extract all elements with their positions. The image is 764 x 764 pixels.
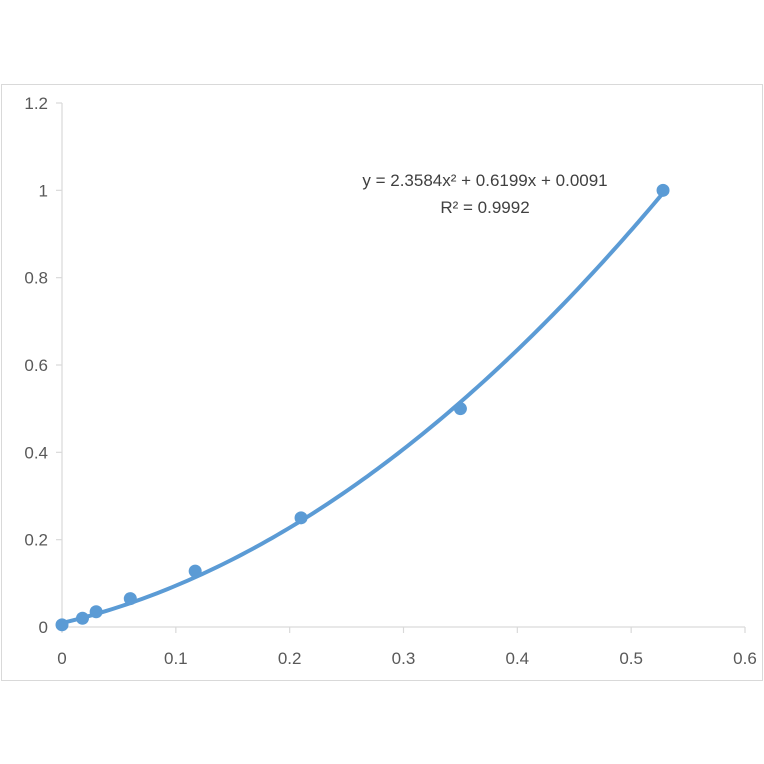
trendline-equation-text: y = 2.3584x² + 0.6199x + 0.0091 <box>362 171 607 190</box>
data-point <box>123 592 137 606</box>
trendline-group <box>60 191 666 626</box>
y-tick-label: 0.8 <box>24 269 48 288</box>
x-tick-label: 0.3 <box>392 649 416 668</box>
x-tick-label: 0.5 <box>619 649 643 668</box>
y-tick-label: 0.2 <box>24 531 48 550</box>
y-tick-label: 1 <box>39 181 48 200</box>
x-tick-label: 0.2 <box>278 649 302 668</box>
y-tick-label: 1.2 <box>24 94 48 113</box>
data-point <box>75 611 89 625</box>
data-point <box>89 605 103 619</box>
data-point <box>188 564 202 578</box>
x-tick-label: 0.4 <box>506 649 530 668</box>
data-point <box>55 618 69 632</box>
axes: 0 0.2 0.4 0.6 0.8 1 1.2 0 0.1 0.2 0.3 0.4 0.5 0.6 <box>24 94 756 668</box>
y-tick-label: 0.4 <box>24 443 48 462</box>
x-tick-label: 0.1 <box>164 649 188 668</box>
chart-frame <box>1 84 763 681</box>
trendline-r-squared-text: R² = 0.9992 <box>440 198 529 217</box>
data-point <box>294 511 308 525</box>
y-tick-label: 0 <box>39 618 48 637</box>
x-tick-label: 0.6 <box>733 649 757 668</box>
trendline-curve <box>60 191 666 626</box>
x-tick-label: 0 <box>57 649 66 668</box>
data-points <box>55 183 670 632</box>
data-point <box>453 402 467 416</box>
data-point <box>656 183 670 197</box>
y-tick-label: 0.6 <box>24 356 48 375</box>
trendline-equation: y = 2.3584x² + 0.6199x + 0.0091 R² = 0.9… <box>362 171 607 217</box>
